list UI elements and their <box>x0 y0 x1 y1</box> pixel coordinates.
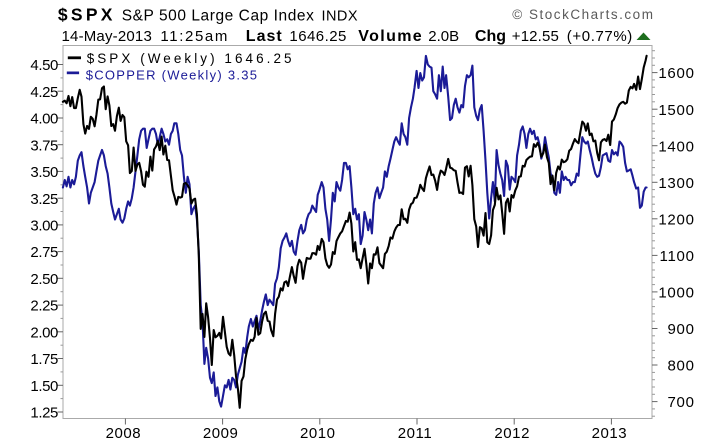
svg-text:4.00: 4.00 <box>30 111 58 128</box>
svg-text:1.75: 1.75 <box>30 351 58 368</box>
svg-text:1200: 1200 <box>658 211 694 228</box>
svg-text:1500: 1500 <box>658 102 694 119</box>
svg-text:$SPX (Weekly) 1646.25: $SPX (Weekly) 1646.25 <box>87 51 295 66</box>
svg-text:2.25: 2.25 <box>30 298 58 315</box>
svg-text:700: 700 <box>667 394 694 411</box>
svg-text:3.50: 3.50 <box>30 164 58 181</box>
svg-text:1.50: 1.50 <box>30 378 58 395</box>
svg-text:S&P 500 Large Cap Index: S&P 500 Large Cap Index <box>122 7 315 24</box>
svg-text:11:25am: 11:25am <box>160 28 229 45</box>
svg-text:1.25: 1.25 <box>30 405 58 422</box>
svg-text:2008: 2008 <box>106 425 142 442</box>
svg-text:(+0.77%): (+0.77%) <box>567 28 633 45</box>
svg-text:2011: 2011 <box>398 425 432 442</box>
svg-text:© StockCharts.com: © StockCharts.com <box>512 7 654 22</box>
svg-text:3.00: 3.00 <box>30 218 58 235</box>
svg-text:$SPX: $SPX <box>58 4 116 24</box>
svg-text:2.0B: 2.0B <box>428 28 459 45</box>
svg-text:2012: 2012 <box>494 425 530 442</box>
svg-text:Volume: Volume <box>358 28 423 45</box>
svg-text:+12.55: +12.55 <box>512 28 559 45</box>
svg-text:2.00: 2.00 <box>30 324 58 341</box>
svg-text:800: 800 <box>667 358 694 375</box>
svg-text:INDX: INDX <box>322 9 358 25</box>
svg-text:1600: 1600 <box>658 65 694 82</box>
svg-text:3.75: 3.75 <box>30 137 58 154</box>
svg-text:3.25: 3.25 <box>30 191 58 208</box>
svg-text:2009: 2009 <box>203 425 239 442</box>
svg-text:14-May-2013: 14-May-2013 <box>62 28 152 45</box>
svg-text:1646.25: 1646.25 <box>289 28 346 45</box>
svg-text:Chg: Chg <box>475 28 506 45</box>
svg-text:4.25: 4.25 <box>30 84 58 101</box>
svg-text:4.50: 4.50 <box>30 57 58 74</box>
svg-text:1100: 1100 <box>659 248 694 265</box>
svg-text:1000: 1000 <box>658 285 694 302</box>
svg-text:2013: 2013 <box>592 425 628 442</box>
svg-text:2.75: 2.75 <box>30 244 58 261</box>
svg-text:900: 900 <box>667 321 694 338</box>
svg-text:2010: 2010 <box>300 425 336 442</box>
svg-text:$COPPER (Weekly) 3.35: $COPPER (Weekly) 3.35 <box>86 68 259 83</box>
svg-text:Last: Last <box>246 28 283 45</box>
svg-text:1300: 1300 <box>658 175 694 192</box>
svg-text:2.50: 2.50 <box>30 271 58 288</box>
svg-text:1400: 1400 <box>658 138 694 155</box>
